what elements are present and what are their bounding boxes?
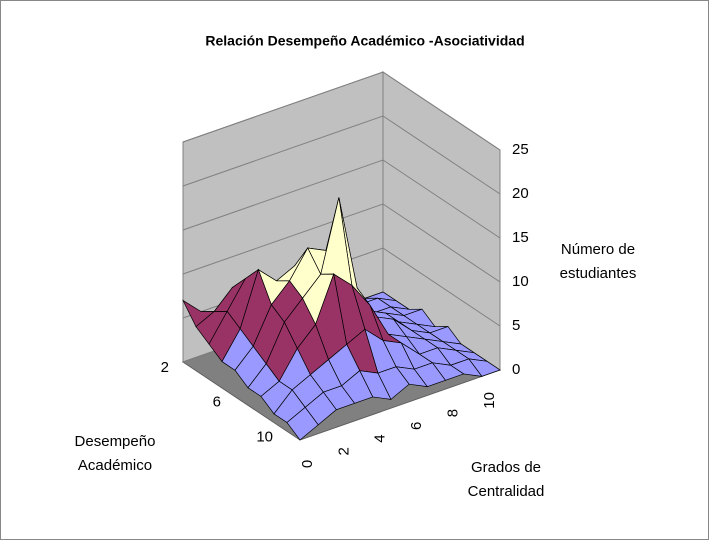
z-tick-label: 10 (512, 273, 529, 290)
z-tick-label: 5 (512, 317, 520, 334)
y-tick-label: 6 (213, 394, 221, 411)
x-tick-label: 4 (372, 434, 389, 442)
y-tick-label: 10 (256, 428, 273, 445)
grid-line (182, 203, 501, 283)
x-axis-title: Grados de (471, 459, 541, 476)
z-tick-label: 0 (512, 361, 520, 378)
z-tick-label: 20 (512, 185, 529, 202)
x-tick-label: 10 (481, 392, 498, 409)
grid-line (182, 71, 501, 151)
z-tick-label: 25 (512, 141, 529, 158)
x-tick-label: 0 (299, 460, 316, 468)
y-axis-title: Desempeño (75, 433, 156, 450)
x-tick-label: 8 (444, 409, 461, 417)
z-axis-title: estudiantes (560, 265, 637, 282)
chart-title: Relación Desempeño Académico -Asociativi… (205, 33, 524, 49)
y-axis-title: Académico (78, 457, 152, 474)
x-axis-title: Centralidad (468, 483, 545, 500)
surface-cell (286, 406, 319, 441)
x-tick-label: 2 (335, 447, 352, 455)
z-axis-title: Número de (561, 241, 635, 258)
z-tick-label: 15 (512, 229, 529, 246)
y-tick-label: 2 (161, 359, 169, 376)
grid-line (182, 159, 501, 239)
x-tick-label: 6 (408, 422, 425, 430)
grid-line (182, 115, 501, 195)
